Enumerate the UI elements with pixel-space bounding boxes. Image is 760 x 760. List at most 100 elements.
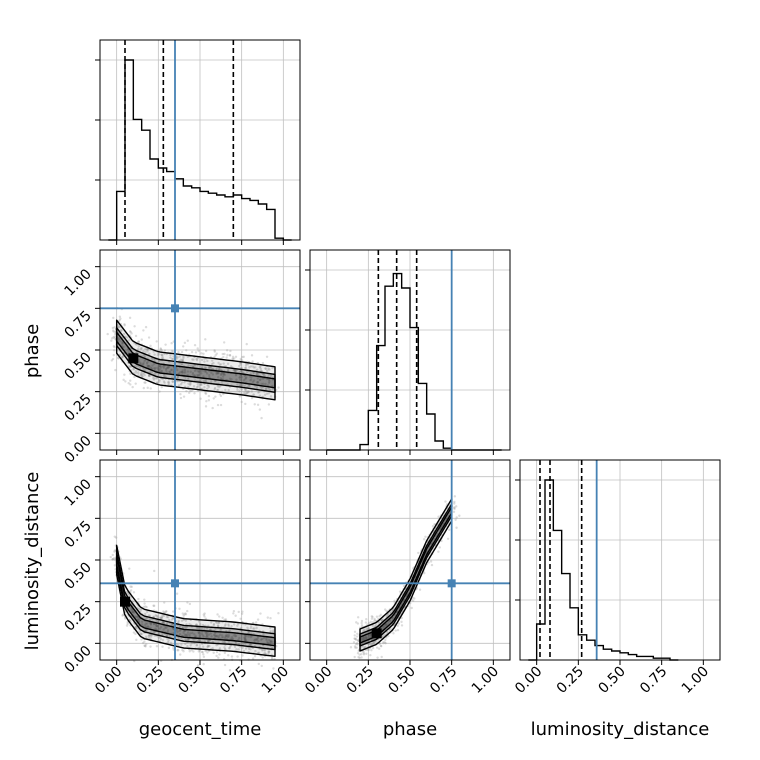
sample-point <box>196 373 199 377</box>
sample-point <box>158 627 162 630</box>
sample-point <box>239 357 242 361</box>
sample-point <box>244 647 248 650</box>
sample-point <box>179 653 182 656</box>
sample-point <box>144 622 147 625</box>
sample-point <box>249 375 252 378</box>
sample-point <box>240 626 243 630</box>
sample-point <box>363 635 367 639</box>
sample-point <box>165 610 168 613</box>
sample-point <box>244 639 247 642</box>
sample-point <box>155 340 158 343</box>
sample-point <box>226 353 229 357</box>
sample-point <box>411 599 415 603</box>
sample-point <box>217 656 220 659</box>
y-axis-label-phase: phase <box>22 324 43 378</box>
sample-point <box>131 610 134 613</box>
sample-point <box>131 611 134 614</box>
sample-point <box>176 375 180 379</box>
contour-level <box>115 331 276 389</box>
sample-point <box>365 627 369 630</box>
sample-point <box>178 629 181 633</box>
sample-point <box>217 371 220 375</box>
sample-point <box>402 584 406 588</box>
sample-point <box>201 650 204 654</box>
sample-point <box>157 353 161 356</box>
sample-point <box>134 632 137 636</box>
sample-point <box>213 350 217 353</box>
sample-point <box>360 619 364 623</box>
sample-point <box>146 625 150 628</box>
marginal-luminosity-distance-panel: 0.00 0.25 0.50 0.75 1.00 <box>512 459 721 697</box>
sample-point <box>136 365 139 368</box>
sample-point <box>243 637 247 640</box>
sample-point <box>222 341 226 344</box>
sample-point <box>159 616 162 619</box>
sample-point <box>196 369 199 373</box>
sample-point <box>210 635 213 638</box>
sample-point <box>250 396 254 400</box>
sample-point <box>244 376 248 380</box>
sample-point <box>158 378 161 382</box>
sample-point <box>264 387 268 390</box>
sample-point <box>393 599 396 603</box>
sample-point <box>257 662 260 666</box>
sample-point <box>264 382 267 386</box>
sample-point <box>186 631 190 634</box>
sample-point <box>232 612 235 615</box>
sample-point <box>134 369 138 373</box>
sample-point <box>169 641 173 645</box>
sample-point <box>110 359 114 362</box>
sample-point <box>386 613 389 617</box>
sample-point <box>195 358 199 362</box>
sample-point <box>206 645 210 648</box>
sample-point <box>376 656 379 659</box>
sample-point <box>196 626 199 630</box>
x-tick-label: 0.50 <box>595 664 628 697</box>
sample-point <box>254 621 258 624</box>
sample-point <box>111 558 114 561</box>
sample-point <box>365 652 368 656</box>
sample-point <box>215 367 218 371</box>
sample-point <box>258 366 261 369</box>
sample-point <box>375 623 378 626</box>
sample-point <box>221 352 224 356</box>
sample-point <box>199 622 202 626</box>
sample-point <box>140 371 143 374</box>
sample-point <box>200 650 204 654</box>
sample-point <box>365 636 368 640</box>
sample-point <box>197 385 200 388</box>
sample-point <box>134 382 137 385</box>
sample-point <box>131 385 134 389</box>
sample-point <box>147 625 150 629</box>
sample-point <box>392 616 395 619</box>
sample-point <box>243 638 247 641</box>
sample-point <box>217 624 220 628</box>
sample-point <box>195 623 198 627</box>
sample-point <box>223 624 227 627</box>
truth-marker <box>171 304 179 313</box>
sample-point <box>141 367 145 370</box>
sample-point <box>119 329 123 332</box>
sample-point <box>374 619 377 622</box>
sample-point <box>217 621 220 625</box>
sample-point <box>387 621 390 624</box>
sample-point <box>112 336 115 339</box>
sample-point <box>176 379 179 383</box>
sample-point <box>244 364 248 367</box>
sample-point <box>163 349 167 352</box>
sample-point <box>261 361 265 365</box>
y-tick-label: 0.00 <box>61 643 94 676</box>
sample-point <box>181 648 184 652</box>
sample-point <box>113 550 116 553</box>
sample-point <box>387 634 390 638</box>
sample-point <box>368 642 371 646</box>
sample-point <box>166 640 170 644</box>
sample-point <box>370 617 374 620</box>
sample-point <box>182 395 186 398</box>
sample-point <box>397 622 401 625</box>
y-axis-label-luminosity-distance: luminosity_distance <box>22 472 43 651</box>
sample-point <box>188 383 192 386</box>
sample-point <box>228 629 231 632</box>
sample-point <box>238 395 241 398</box>
sample-point <box>119 340 122 343</box>
